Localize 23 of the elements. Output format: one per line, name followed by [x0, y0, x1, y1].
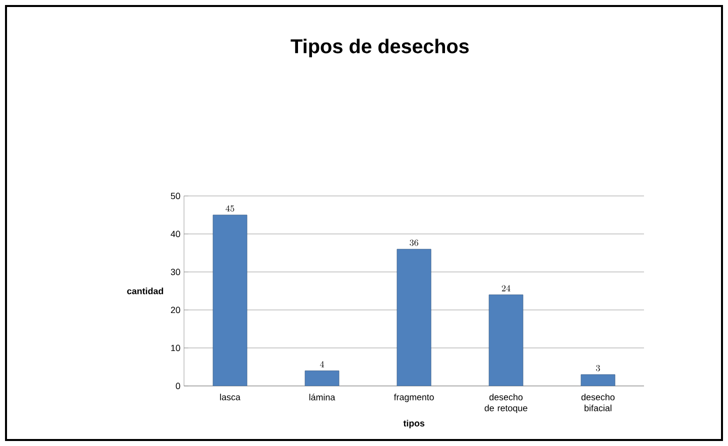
- data-label: 4: [320, 361, 324, 368]
- y-tick-label: 0: [176, 382, 180, 390]
- bar: [396, 248, 432, 386]
- x-tick-label: desecho bifacial: [581, 394, 615, 412]
- data-label: 3: [596, 365, 600, 372]
- x-tick-label: lámina: [309, 394, 336, 400]
- chart-title: Tipos de desechos: [290, 38, 469, 58]
- y-tick-label: 20: [170, 306, 180, 314]
- bar: [304, 370, 340, 386]
- y-tick-label: 40: [170, 230, 180, 238]
- bar: [212, 214, 248, 386]
- y-axis-title: cantidad: [127, 288, 164, 294]
- x-tick-label: fragmento: [394, 394, 434, 402]
- y-tick-label: 50: [170, 192, 180, 200]
- data-label: 45: [226, 205, 234, 212]
- x-tick-label: desecho de retoque: [484, 394, 528, 414]
- x-axis-title: tipos: [403, 420, 424, 428]
- y-tick-label: 30: [170, 268, 180, 276]
- x-tick-label: lasca: [220, 394, 240, 400]
- data-label: 24: [502, 285, 510, 292]
- y-tick-label: 10: [171, 344, 180, 352]
- data-label: 36: [410, 240, 418, 246]
- bar: [488, 294, 524, 386]
